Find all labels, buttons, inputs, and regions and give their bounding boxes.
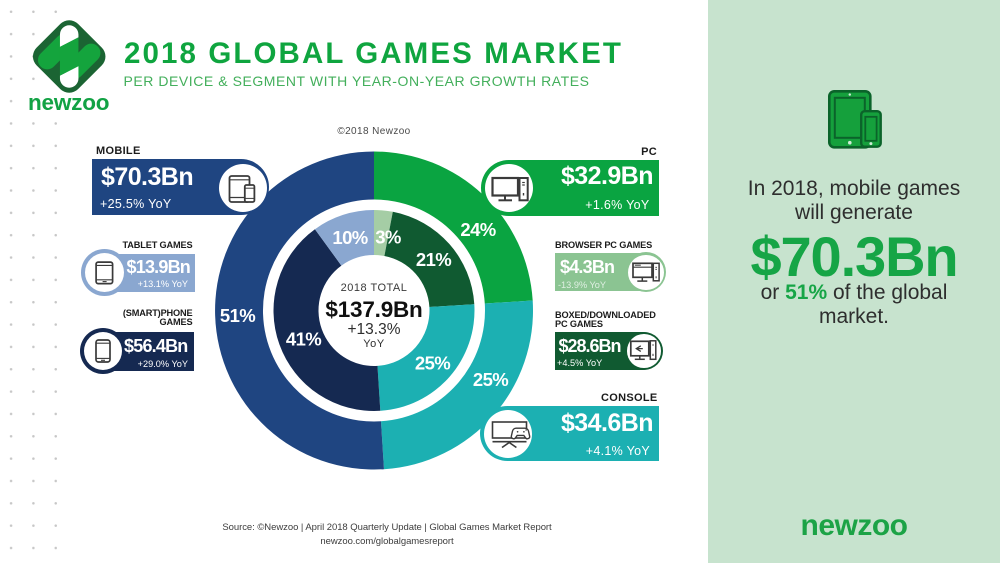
svg-text:41%: 41%	[286, 329, 321, 350]
svg-text:25%: 25%	[415, 353, 450, 374]
svg-text:25%: 25%	[473, 369, 508, 390]
svg-text:3%: 3%	[375, 227, 401, 248]
svg-text:51%: 51%	[220, 305, 255, 326]
svg-text:21%: 21%	[416, 249, 451, 270]
svg-text:10%: 10%	[332, 227, 367, 248]
svg-text:24%: 24%	[460, 219, 495, 240]
